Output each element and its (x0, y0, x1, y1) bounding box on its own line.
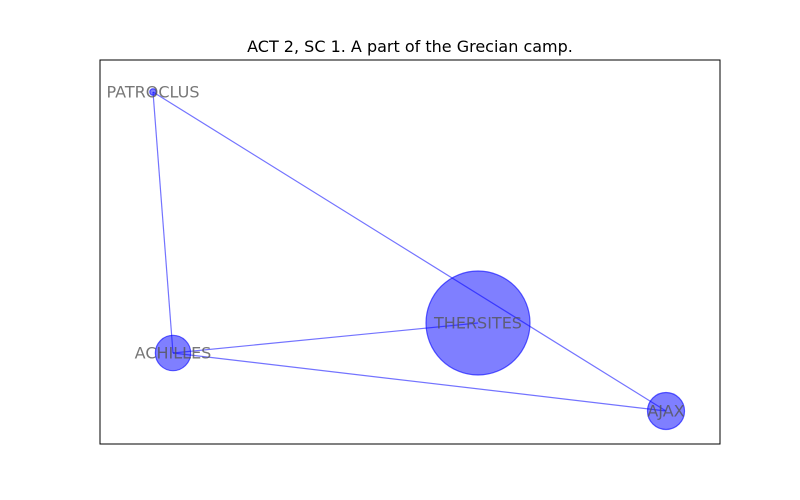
nodes-layer (149, 88, 686, 431)
node-label-achilles: ACHILLES (135, 344, 212, 363)
node-achilles (154, 334, 192, 372)
node-ajax (646, 391, 686, 431)
node-label-patroclus: PATROCLUS (107, 83, 200, 102)
node-label-thersites: THERSITES (433, 314, 522, 333)
chart-title: ACT 2, SC 1. A part of the Grecian camp. (247, 37, 573, 56)
node-label-ajax: AJAX (647, 402, 684, 421)
edge-patroclus-achilles (152, 91, 174, 354)
edges-layer (152, 91, 667, 412)
edge-achilles-ajax (172, 352, 667, 412)
labels-layer: THERSITES AJAX ACHILLES PATROCLUS (107, 83, 685, 421)
edge-patroclus-ajax (152, 91, 667, 412)
node-patroclus (149, 88, 157, 96)
node-thersites (425, 270, 531, 376)
plot-frame (99, 59, 721, 445)
